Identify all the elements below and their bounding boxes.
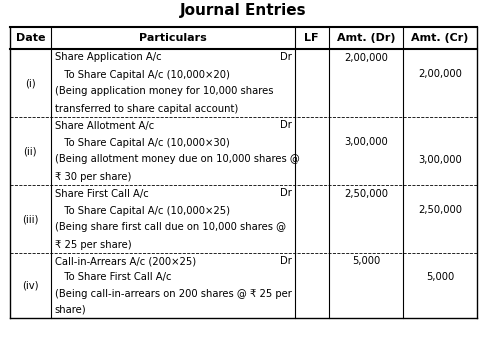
Text: (Being share first call due on 10,000 shares @: (Being share first call due on 10,000 sh… <box>55 223 286 232</box>
Text: (iv): (iv) <box>22 280 38 290</box>
Text: 2,50,000: 2,50,000 <box>418 205 462 216</box>
Text: 2,00,000: 2,00,000 <box>418 70 462 79</box>
Text: Particulars: Particulars <box>139 33 206 43</box>
Text: LF: LF <box>304 33 319 43</box>
Text: Share Application A/c: Share Application A/c <box>55 52 161 63</box>
Text: share): share) <box>55 305 86 315</box>
Text: Share First Call A/c: Share First Call A/c <box>55 189 149 198</box>
Text: To Share First Call A/c: To Share First Call A/c <box>55 272 171 282</box>
Text: Amt. (Cr): Amt. (Cr) <box>412 33 468 43</box>
Text: Date: Date <box>16 33 45 43</box>
Text: Amt. (Dr): Amt. (Dr) <box>337 33 395 43</box>
Text: (Being allotment money due on 10,000 shares @: (Being allotment money due on 10,000 sha… <box>55 154 300 164</box>
Text: 5,000: 5,000 <box>352 256 380 266</box>
Text: 3,00,000: 3,00,000 <box>344 138 388 147</box>
Text: To Share Capital A/c (10,000×25): To Share Capital A/c (10,000×25) <box>55 205 230 216</box>
Text: Share Allotment A/c: Share Allotment A/c <box>55 120 154 131</box>
Text: Call-in-Arrears A/c (200×25): Call-in-Arrears A/c (200×25) <box>55 256 196 266</box>
Text: To Share Capital A/c (10,000×20): To Share Capital A/c (10,000×20) <box>55 70 229 79</box>
Text: (i): (i) <box>25 78 36 88</box>
Text: (Being application money for 10,000 shares: (Being application money for 10,000 shar… <box>55 86 273 97</box>
Text: 5,000: 5,000 <box>426 272 454 282</box>
Text: Journal Entries: Journal Entries <box>180 3 307 18</box>
Text: Dr: Dr <box>280 189 292 198</box>
Text: Dr: Dr <box>280 52 292 63</box>
Text: Dr: Dr <box>280 256 292 266</box>
Text: Dr: Dr <box>280 120 292 131</box>
Text: (Being call-in-arrears on 200 shares @ ₹ 25 per: (Being call-in-arrears on 200 shares @ ₹… <box>55 289 292 299</box>
Text: 3,00,000: 3,00,000 <box>418 154 462 164</box>
Text: To Share Capital A/c (10,000×30): To Share Capital A/c (10,000×30) <box>55 138 229 147</box>
Text: ₹ 25 per share): ₹ 25 per share) <box>55 239 131 250</box>
Text: (iii): (iii) <box>22 214 38 224</box>
Text: (ii): (ii) <box>23 146 37 156</box>
Text: transferred to share capital account): transferred to share capital account) <box>55 104 238 113</box>
Text: 2,50,000: 2,50,000 <box>344 189 388 198</box>
Text: 2,00,000: 2,00,000 <box>344 52 388 63</box>
Text: ₹ 30 per share): ₹ 30 per share) <box>55 172 131 182</box>
